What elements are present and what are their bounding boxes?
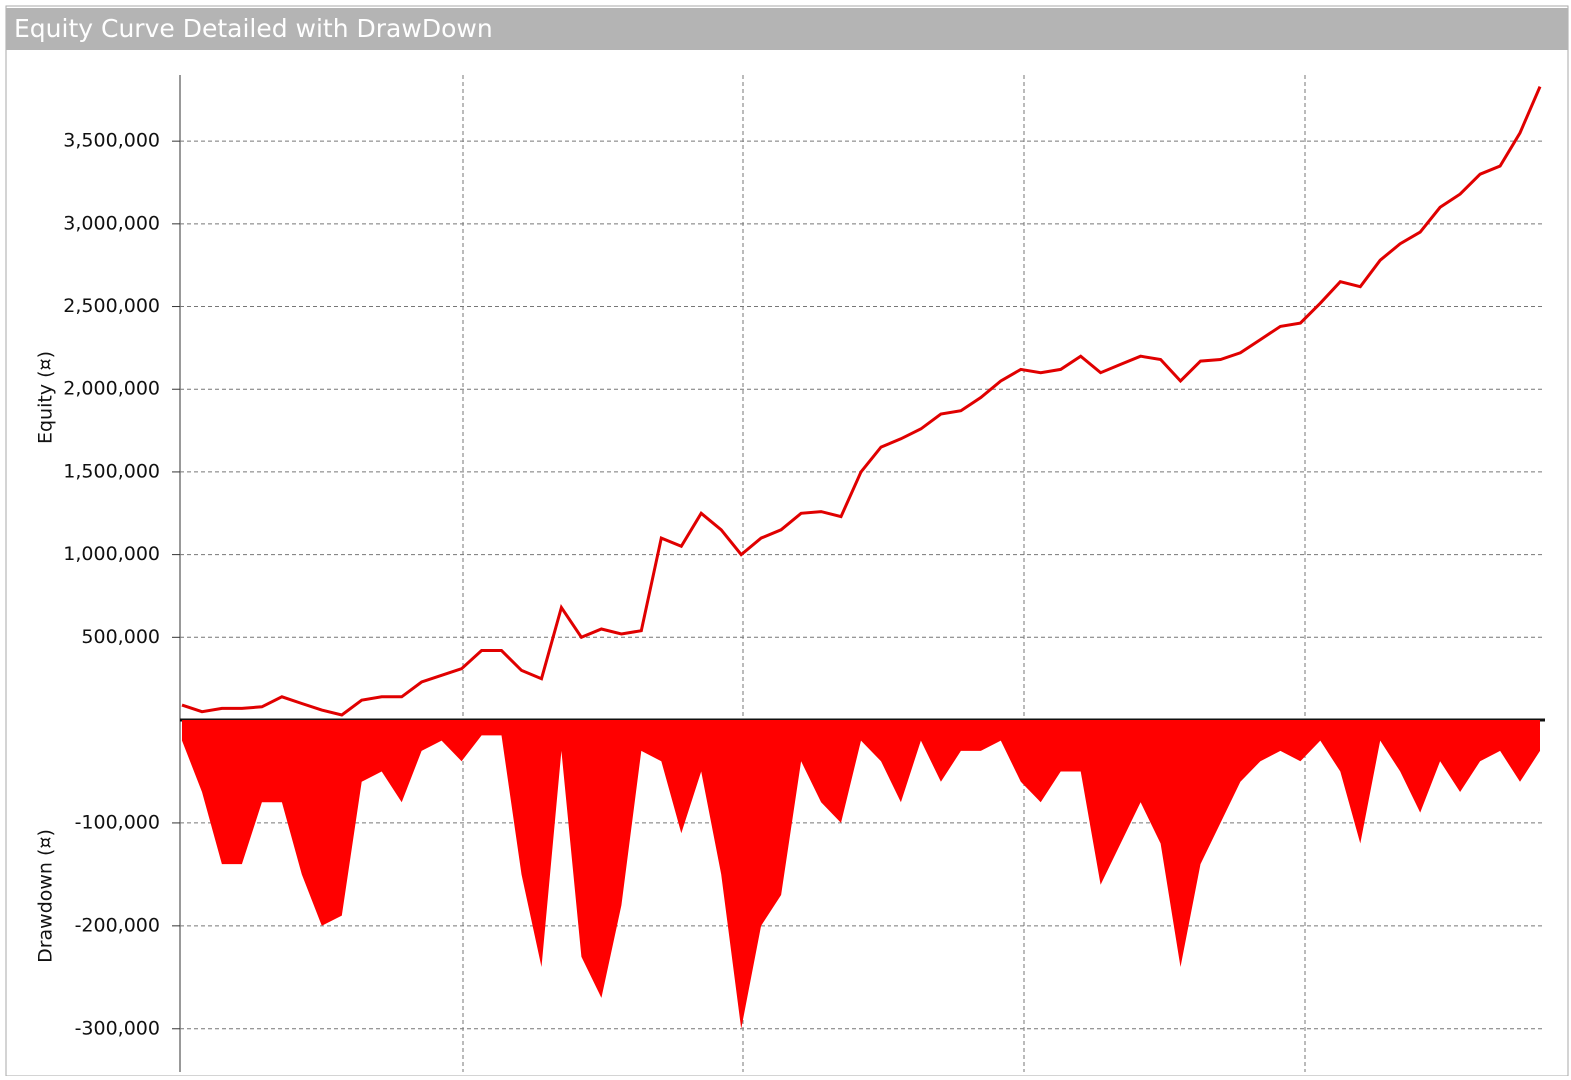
equity-line xyxy=(181,86,1542,717)
y-tick-label: 3,000,000 xyxy=(63,212,160,234)
drawdown-area xyxy=(182,720,1540,1029)
y-axis-label: Equity (¤) xyxy=(35,351,57,444)
y-tick-label: 1,500,000 xyxy=(63,460,160,482)
frame xyxy=(5,5,1569,1077)
x-grid xyxy=(462,75,1306,1072)
y-tick-label: -200,000 xyxy=(75,914,160,936)
chart-title: Equity Curve Detailed with DrawDown xyxy=(14,14,493,43)
y-tick-label: 2,000,000 xyxy=(63,378,160,400)
y-axis-label: Drawdown (¤) xyxy=(35,829,57,963)
y-tick-label: 500,000 xyxy=(81,626,160,648)
y-tick-label: 2,500,000 xyxy=(63,295,160,317)
y-tick-label: -300,000 xyxy=(75,1017,160,1039)
y-tick-label: -100,000 xyxy=(75,811,160,833)
y-tick-label: 1,000,000 xyxy=(63,543,160,565)
title-bar xyxy=(6,8,1568,50)
y-tick-label: 3,500,000 xyxy=(63,130,160,152)
